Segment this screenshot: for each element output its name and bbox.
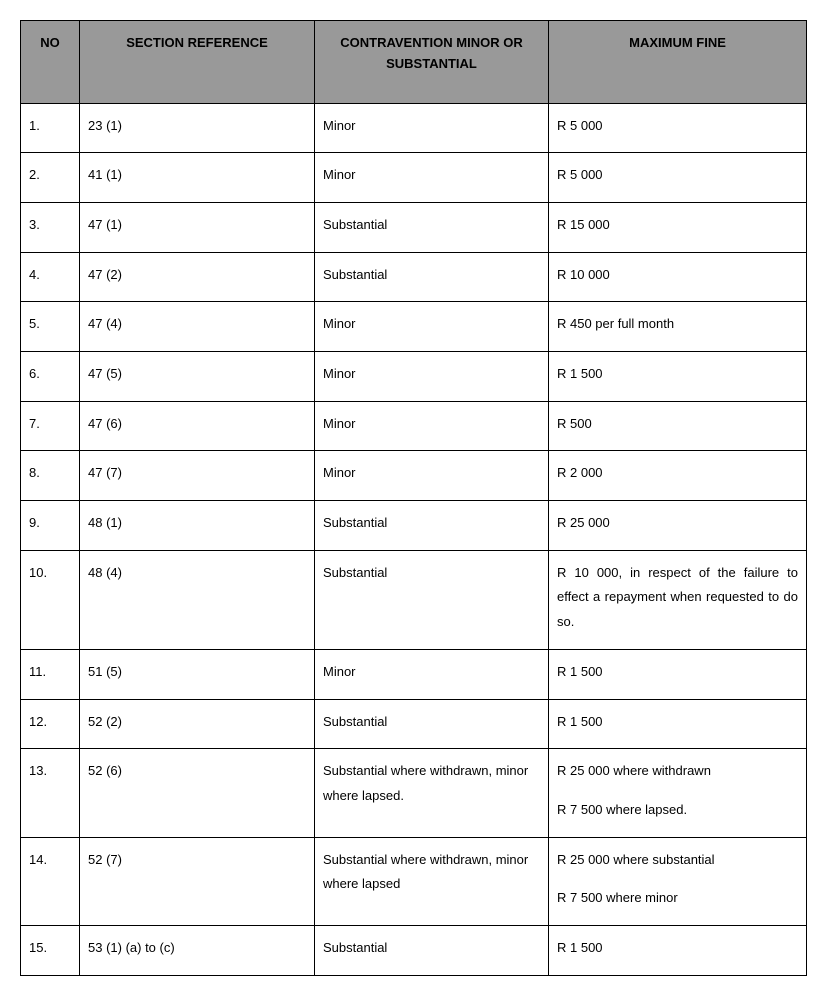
table-row: 6.47 (5)MinorR 1 500 [21,352,807,402]
cell-fine: R 10 000, in respect of the failure to e… [549,550,807,649]
cell-section: 52 (2) [80,699,315,749]
cell-contravention: Minor [315,401,549,451]
table-row: 1.23 (1)MinorR 5 000 [21,103,807,153]
cell-no: 14. [21,837,80,925]
table-body: 1.23 (1)MinorR 5 0002.41 (1)MinorR 5 000… [21,103,807,975]
cell-section: 47 (5) [80,352,315,402]
cell-contravention: Minor [315,302,549,352]
column-header-fine: MAXIMUM FINE [549,21,807,104]
cell-fine: R 1 500 [549,699,807,749]
cell-contravention: Substantial [315,501,549,551]
cell-fine-line: R 25 000 where substantial [557,848,798,873]
cell-fine: R 25 000 where withdrawn R 7 500 where la… [549,749,807,837]
fines-table: NO SECTION REFERENCE CONTRAVENTION MINOR… [20,20,807,976]
cell-contravention: Minor [315,352,549,402]
column-header-no: NO [21,21,80,104]
cell-no: 13. [21,749,80,837]
cell-fine: R 1 500 [549,925,807,975]
cell-fine: R 2 000 [549,451,807,501]
cell-no: 9. [21,501,80,551]
cell-section: 47 (6) [80,401,315,451]
cell-section: 51 (5) [80,649,315,699]
table-row: 10.48 (4)SubstantialR 10 000, in respect… [21,550,807,649]
cell-section: 48 (4) [80,550,315,649]
cell-contravention: Substantial [315,202,549,252]
cell-no: 7. [21,401,80,451]
table-row: 14.52 (7)Substantial where withdrawn, mi… [21,837,807,925]
cell-fine: R 25 000 where substantial R 7 500 where … [549,837,807,925]
table-row: 13.52 (6)Substantial where withdrawn, mi… [21,749,807,837]
cell-no: 1. [21,103,80,153]
cell-no: 6. [21,352,80,402]
cell-section: 47 (2) [80,252,315,302]
cell-section: 23 (1) [80,103,315,153]
cell-fine: R 5 000 [549,153,807,203]
cell-no: 8. [21,451,80,501]
cell-fine: R 1 500 [549,352,807,402]
cell-contravention: Minor [315,153,549,203]
table-row: 2.41 (1)MinorR 5 000 [21,153,807,203]
cell-fine: R 25 000 [549,501,807,551]
cell-contravention: Substantial [315,925,549,975]
cell-no: 10. [21,550,80,649]
table-row: 7.47 (6)Minor R 500 [21,401,807,451]
cell-fine: R 500 [549,401,807,451]
column-header-contravention: CONTRAVENTION MINOR OR SUBSTANTIAL [315,21,549,104]
cell-contravention: Minor [315,103,549,153]
cell-contravention: Substantial where withdrawn, minor where… [315,837,549,925]
table-row: 4.47 (2)SubstantialR 10 000 [21,252,807,302]
cell-section: 52 (6) [80,749,315,837]
table-row: 8.47 (7)MinorR 2 000 [21,451,807,501]
cell-no: 11. [21,649,80,699]
cell-contravention: Minor [315,451,549,501]
cell-section: 47 (4) [80,302,315,352]
cell-no: 15. [21,925,80,975]
cell-section: 47 (1) [80,202,315,252]
cell-no: 3. [21,202,80,252]
cell-section: 41 (1) [80,153,315,203]
cell-fine: R 10 000 [549,252,807,302]
cell-fine-line: R 7 500 where lapsed. [557,798,798,823]
cell-fine: R 1 500 [549,649,807,699]
cell-section: 47 (7) [80,451,315,501]
cell-contravention: Substantial [315,699,549,749]
cell-fine-line: R 25 000 where withdrawn [557,759,798,784]
table-row: 11.51 (5)MinorR 1 500 [21,649,807,699]
cell-no: 5. [21,302,80,352]
table-row: 3.47 (1)Substantial R 15 000 [21,202,807,252]
column-header-section: SECTION REFERENCE [80,21,315,104]
cell-contravention: Substantial where withdrawn, minor where… [315,749,549,837]
cell-fine: R 450 per full month [549,302,807,352]
cell-section: 48 (1) [80,501,315,551]
table-row: 12.52 (2)SubstantialR 1 500 [21,699,807,749]
cell-no: 12. [21,699,80,749]
cell-fine: R 5 000 [549,103,807,153]
cell-no: 2. [21,153,80,203]
cell-contravention: Substantial [315,252,549,302]
cell-no: 4. [21,252,80,302]
cell-contravention: Minor [315,649,549,699]
cell-fine: R 15 000 [549,202,807,252]
cell-fine-line: R 7 500 where minor [557,886,798,911]
table-row: 15.53 (1) (a) to (c)SubstantialR 1 500 [21,925,807,975]
cell-contravention: Substantial [315,550,549,649]
table-row: 5.47 (4)MinorR 450 per full month [21,302,807,352]
table-header-row: NO SECTION REFERENCE CONTRAVENTION MINOR… [21,21,807,104]
cell-section: 52 (7) [80,837,315,925]
table-row: 9.48 (1)SubstantialR 25 000 [21,501,807,551]
cell-section: 53 (1) (a) to (c) [80,925,315,975]
